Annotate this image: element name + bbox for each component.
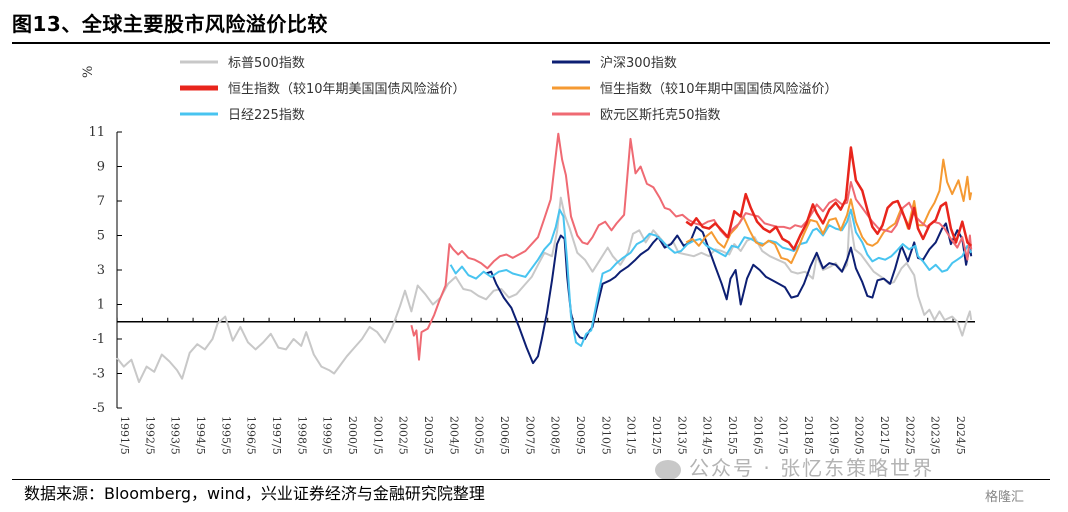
legend-label-1: 沪深300指数 bbox=[600, 55, 677, 71]
y-axis-label: % bbox=[81, 66, 96, 78]
x-tick-label: 2011/5 bbox=[625, 416, 638, 455]
x-tick-label: 2022/5 bbox=[903, 416, 916, 455]
x-tick-label: 2015/5 bbox=[726, 416, 739, 455]
series-line-4 bbox=[449, 208, 973, 347]
legend-label-3: 恒生指数（较10年期中国国债风险溢价） bbox=[600, 82, 838, 97]
y-tick-label: 1 bbox=[97, 298, 105, 313]
series-line-0 bbox=[116, 196, 973, 384]
y-tick-label: 11 bbox=[88, 125, 105, 140]
x-tick-label: 1994/5 bbox=[194, 416, 207, 455]
x-tick-label: 2017/5 bbox=[777, 416, 790, 455]
bottom-rule bbox=[12, 479, 1050, 480]
page-title: 图13、全球主要股市风险溢价比较 bbox=[12, 12, 328, 36]
y-tick-label: -5 bbox=[92, 401, 105, 416]
title-rule bbox=[12, 42, 1050, 44]
x-tick-label: 1995/5 bbox=[219, 416, 232, 455]
x-tick-label: 2020/5 bbox=[853, 416, 866, 455]
y-tick-label: 9 bbox=[97, 160, 105, 175]
x-tick-label: 1999/5 bbox=[321, 416, 334, 455]
x-tick-label: 1993/5 bbox=[169, 416, 182, 455]
x-tick-label: 2014/5 bbox=[701, 416, 714, 455]
x-tick-label: 2016/5 bbox=[751, 416, 764, 455]
wechat-icon bbox=[655, 459, 681, 480]
axes: -5 -3 -1 1 3 5 7 9 11 1991/5 1992/5 1993/5 1994/5 199… bbox=[88, 125, 975, 455]
x-tick-label: 2019/5 bbox=[827, 416, 840, 455]
x-tick-label: 2004/5 bbox=[447, 416, 460, 455]
series-layer bbox=[116, 132, 973, 384]
x-tick-label: 2012/5 bbox=[650, 416, 663, 455]
series-line-1 bbox=[485, 222, 973, 365]
watermark-text: 公众号 · 张忆东策略世界 bbox=[689, 456, 935, 480]
y-tick-label: -1 bbox=[92, 332, 105, 347]
x-tick-label: 2010/5 bbox=[599, 416, 612, 455]
watermark: 公众号 · 张忆东策略世界 bbox=[655, 452, 934, 481]
x-tick-label: 2005/5 bbox=[473, 416, 486, 455]
y-tick-label: 7 bbox=[97, 194, 105, 209]
x-tick-label: 2003/5 bbox=[422, 416, 435, 455]
corner-logo: 格隆汇 bbox=[985, 490, 1025, 505]
x-tick-label: 2002/5 bbox=[397, 416, 410, 455]
x-tick-label: 2006/5 bbox=[498, 416, 511, 455]
x-tick-label: 1997/5 bbox=[270, 416, 283, 455]
x-tick-label: 1996/5 bbox=[245, 416, 258, 455]
x-tick-label: 2024/5 bbox=[954, 416, 967, 455]
legend-label-2: 恒生指数（较10年期美国国债风险溢价） bbox=[228, 82, 466, 97]
x-tick-label: 2007/5 bbox=[523, 416, 536, 455]
series-line-2 bbox=[685, 146, 973, 251]
legend-label-0: 标普500指数 bbox=[228, 56, 305, 71]
series-line-5 bbox=[410, 132, 973, 361]
x-tick-label: 2021/5 bbox=[878, 416, 891, 455]
x-tick-label: 2023/5 bbox=[929, 416, 942, 455]
x-tick-label: 1992/5 bbox=[143, 416, 156, 455]
y-tick-label: 3 bbox=[97, 263, 105, 278]
legend-label-4: 日经225指数 bbox=[228, 108, 305, 123]
x-tick-label: 2018/5 bbox=[802, 416, 815, 455]
x-tick-label: 2000/5 bbox=[346, 416, 359, 455]
x-tick-label: 2008/5 bbox=[549, 416, 562, 455]
legend-label-5: 欧元区斯托克50指数 bbox=[600, 108, 721, 123]
x-tick-label: 2013/5 bbox=[675, 416, 688, 455]
y-tick-label: 5 bbox=[97, 229, 105, 244]
source-note: 数据来源：Bloomberg，wind，兴业证券经济与金融研究院整理 bbox=[24, 484, 485, 503]
x-tick-label: 2009/5 bbox=[574, 416, 587, 455]
x-tick-label: 1991/5 bbox=[118, 416, 131, 455]
x-tick-label: 2001/5 bbox=[371, 416, 384, 455]
y-tick-label: -3 bbox=[92, 367, 105, 382]
x-tick-label: 1998/5 bbox=[295, 416, 308, 455]
